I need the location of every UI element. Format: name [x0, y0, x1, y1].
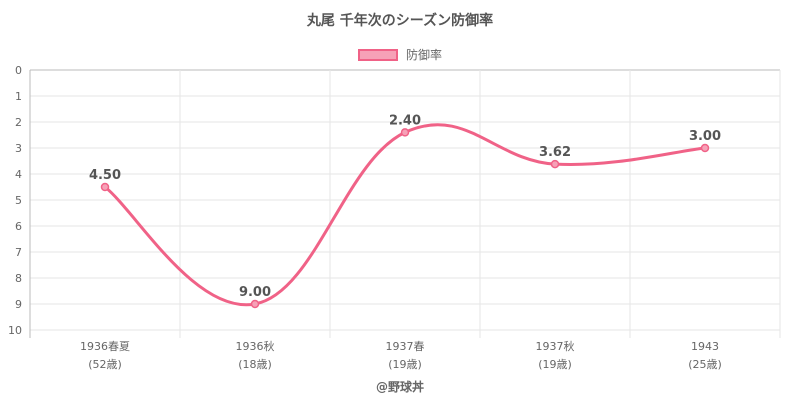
legend-label: 防御率 [405, 48, 442, 62]
y-tick-label: 10 [8, 324, 22, 337]
data-labels: 4.50 9.00 2.40 3.62 3.00 [89, 113, 721, 300]
x-tick-label-age: (18歳) [238, 358, 272, 371]
data-point[interactable] [400, 128, 410, 137]
series-line [104, 123, 706, 307]
footer-credit: @野球丼 [375, 380, 424, 394]
chart-title: 丸尾 千年次のシーズン防御率 [306, 13, 494, 29]
y-tick-label: 5 [15, 194, 22, 207]
y-tick-label: 7 [15, 246, 22, 259]
x-tick-label-age: (25歳) [688, 358, 722, 371]
y-tick-label: 1 [15, 90, 22, 103]
data-label: 4.50 [89, 168, 121, 183]
data-label: 2.40 [389, 113, 421, 128]
legend-swatch [357, 48, 398, 61]
series-era [100, 123, 710, 309]
y-tick-label: 8 [15, 272, 22, 285]
y-tick-label: 3 [15, 142, 22, 155]
data-label: 9.00 [239, 285, 271, 300]
x-tick-label-season: 1937春 [386, 340, 425, 353]
data-point[interactable] [250, 299, 260, 309]
data-label: 3.00 [689, 129, 721, 144]
y-tick-label: 2 [15, 116, 22, 129]
grid [29, 69, 781, 338]
data-point[interactable] [700, 143, 710, 153]
y-tick-label: 9 [15, 298, 22, 311]
x-tick-label-age: (52歳) [88, 358, 122, 371]
x-tick-label-season: 1937秋 [536, 339, 575, 353]
x-tick-label-season: 1936秋 [236, 339, 275, 353]
x-tick-label-age: (19歳) [388, 358, 422, 371]
data-point[interactable] [550, 159, 560, 169]
x-tick-label-age: (19歳) [538, 358, 572, 371]
y-tick-label: 6 [15, 220, 22, 233]
y-tick-label: 4 [15, 168, 22, 181]
y-tick-label: 0 [15, 64, 22, 77]
x-tick-label-season: 1936春夏 [80, 340, 130, 353]
data-point[interactable] [100, 182, 110, 192]
data-label: 3.62 [539, 145, 571, 160]
x-tick-label-season: 1943 [691, 340, 719, 353]
y-axis-ticks: 0 1 2 3 4 5 6 7 8 9 10 [8, 64, 22, 337]
x-axis-ticks: 1936春夏 (52歳) 1936秋 (18歳) 1937春 (19歳) 1937秋 (19歳… [80, 339, 722, 371]
legend[interactable]: 防御率 [0, 46, 800, 63]
